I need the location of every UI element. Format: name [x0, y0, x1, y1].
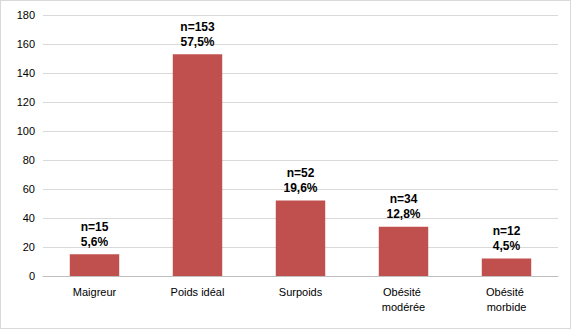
svg-text:Poids idéal: Poids idéal	[171, 286, 225, 298]
svg-text:19,6%: 19,6%	[283, 181, 317, 195]
svg-text:Surpoids: Surpoids	[279, 286, 323, 298]
svg-text:12,8%: 12,8%	[386, 207, 420, 221]
svg-text:n=52: n=52	[287, 166, 315, 180]
svg-text:120: 120	[17, 96, 35, 108]
svg-text:40: 40	[23, 212, 35, 224]
svg-text:Obésité: Obésité	[383, 286, 424, 298]
svg-text:180: 180	[17, 9, 35, 21]
svg-text:n=12: n=12	[493, 224, 521, 238]
svg-text:0: 0	[29, 270, 35, 282]
svg-text:n=34: n=34	[390, 192, 418, 206]
svg-text:4,5%: 4,5%	[493, 239, 521, 253]
svg-text:160: 160	[17, 38, 35, 50]
svg-text:Maigreur: Maigreur	[73, 286, 117, 298]
svg-text:Obésité: Obésité	[486, 286, 527, 298]
svg-text:n=153: n=153	[180, 20, 215, 34]
svg-text:57,5%: 57,5%	[180, 35, 214, 49]
svg-text:100: 100	[17, 125, 35, 137]
svg-text:morbide: morbide	[487, 301, 527, 313]
svg-text:5,6%: 5,6%	[81, 235, 109, 249]
svg-text:80: 80	[23, 154, 35, 166]
svg-text:140: 140	[17, 67, 35, 79]
svg-text:n=15: n=15	[81, 220, 109, 234]
svg-text:modérée: modérée	[382, 301, 425, 313]
svg-text:20: 20	[23, 241, 35, 253]
svg-text:60: 60	[23, 183, 35, 195]
